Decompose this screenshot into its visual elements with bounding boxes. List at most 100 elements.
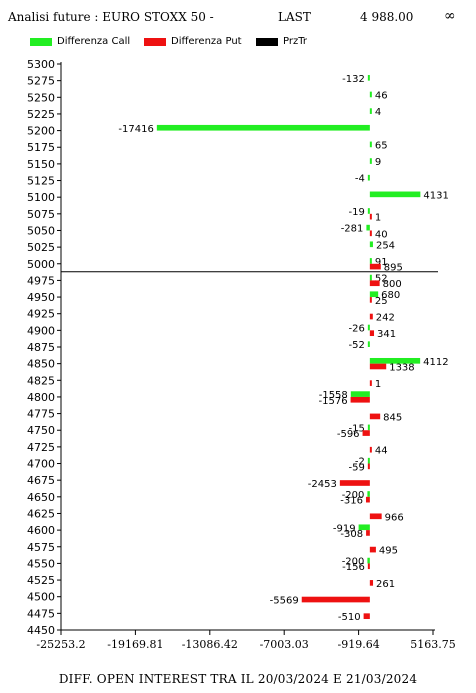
call-bar bbox=[369, 191, 421, 198]
last-price: 4 988.00 bbox=[360, 10, 414, 24]
y-tick-label: 4750 bbox=[27, 424, 55, 437]
y-tick-label: 4725 bbox=[27, 441, 55, 454]
x-tick-label: 5163.75 bbox=[410, 638, 456, 651]
call-value-label: -4 bbox=[355, 174, 365, 185]
y-tick-label: 4450 bbox=[27, 624, 55, 637]
chart-header-title: Analisi future : EURO STOXX 50 - bbox=[8, 10, 214, 24]
call-value-label: -52 bbox=[349, 340, 365, 351]
put-bar bbox=[369, 380, 372, 386]
chart-footer-caption: DIFF. OPEN INTEREST TRA IL 20/03/2024 E … bbox=[58, 672, 418, 686]
put-bar bbox=[369, 546, 376, 553]
put-bar bbox=[369, 580, 374, 586]
put-bar bbox=[369, 413, 381, 420]
put-value-label: 44 bbox=[375, 446, 388, 457]
put-value-label: -156 bbox=[342, 562, 365, 573]
put-bar bbox=[369, 363, 387, 370]
x-tick-label: -19169.81 bbox=[107, 638, 163, 651]
put-value-label: 25 bbox=[375, 296, 388, 307]
call-bar bbox=[156, 124, 370, 131]
y-tick-label: 4475 bbox=[27, 607, 55, 620]
put-value-label: 800 bbox=[383, 279, 402, 290]
call-bar bbox=[369, 91, 372, 98]
y-tick-label: 4650 bbox=[27, 491, 55, 504]
put-bar bbox=[369, 313, 373, 320]
put-bar bbox=[369, 230, 372, 237]
put-value-label: -316 bbox=[340, 496, 363, 507]
y-tick-label: 4550 bbox=[27, 557, 55, 570]
open-interest-chart: 5300527552505225520051755150512551005075… bbox=[27, 58, 456, 651]
y-tick-label: 4975 bbox=[27, 274, 55, 287]
infinity-symbol: ∞ bbox=[444, 8, 456, 24]
put-bar bbox=[367, 563, 370, 570]
put-bar bbox=[339, 480, 370, 486]
y-tick-label: 4500 bbox=[27, 591, 55, 604]
y-tick-label: 5275 bbox=[27, 75, 55, 88]
call-value-label: 91 bbox=[375, 257, 388, 268]
y-tick-label: 5050 bbox=[27, 224, 55, 237]
call-value-label: 65 bbox=[375, 140, 388, 151]
y-tick-label: 4900 bbox=[27, 324, 55, 337]
put-value-label: -1576 bbox=[319, 396, 348, 407]
put-value-label: 845 bbox=[383, 412, 402, 423]
legend-put: Differenza Put bbox=[144, 36, 242, 47]
put-value-label: 40 bbox=[375, 229, 388, 240]
y-tick-label: 5150 bbox=[27, 158, 55, 171]
put-value-label: -308 bbox=[340, 529, 363, 540]
put-bar bbox=[366, 530, 370, 536]
y-tick-label: 5225 bbox=[27, 108, 55, 121]
call-bar bbox=[369, 291, 379, 298]
put-value-label: -59 bbox=[349, 462, 365, 473]
put-bar bbox=[369, 330, 375, 337]
legend-prztr-swatch bbox=[256, 37, 278, 46]
call-bar bbox=[369, 357, 421, 364]
put-value-label: 1 bbox=[375, 213, 381, 224]
put-value-label: -2453 bbox=[308, 479, 337, 490]
call-bar bbox=[369, 108, 372, 114]
call-value-label: -132 bbox=[342, 74, 365, 85]
legend-prztr-label: PrzTr bbox=[283, 36, 307, 47]
legend-put-swatch bbox=[144, 37, 166, 46]
y-tick-label: 4850 bbox=[27, 358, 55, 371]
call-bar bbox=[367, 74, 370, 81]
call-value-label: -281 bbox=[341, 224, 364, 235]
call-value-label: 680 bbox=[381, 290, 400, 301]
put-value-label: 242 bbox=[376, 313, 395, 324]
y-tick-label: 4600 bbox=[27, 524, 55, 537]
legend-prztr: PrzTr bbox=[256, 36, 307, 47]
put-bar bbox=[369, 446, 372, 453]
y-tick-label: 5125 bbox=[27, 175, 55, 188]
put-value-label: 495 bbox=[379, 546, 398, 557]
put-bar bbox=[369, 213, 372, 220]
call-value-label: 4 bbox=[375, 107, 381, 118]
y-tick-label: 4625 bbox=[27, 507, 55, 520]
call-value-label: 254 bbox=[376, 240, 395, 251]
call-bar bbox=[367, 424, 370, 431]
y-tick-label: 5200 bbox=[27, 125, 55, 138]
x-tick-label: -919.64 bbox=[337, 638, 379, 651]
call-value-label: -19 bbox=[349, 207, 365, 218]
call-value-label: 52 bbox=[375, 274, 388, 285]
call-value-label: 4112 bbox=[423, 357, 448, 368]
put-bar bbox=[369, 280, 380, 287]
call-value-label: 46 bbox=[375, 90, 388, 101]
put-bar bbox=[362, 430, 370, 436]
call-value-label: -26 bbox=[349, 324, 365, 335]
call-bar bbox=[358, 524, 370, 531]
call-bar bbox=[366, 224, 370, 231]
put-value-label: 261 bbox=[376, 579, 395, 590]
call-bar bbox=[367, 174, 370, 181]
call-value-label: 9 bbox=[375, 157, 381, 168]
call-bar bbox=[367, 491, 370, 497]
call-bar bbox=[369, 258, 372, 264]
last-label: LAST bbox=[278, 10, 311, 24]
call-value-label: -2 bbox=[355, 457, 365, 468]
call-bar bbox=[369, 274, 372, 281]
put-bar bbox=[369, 297, 372, 303]
call-value-label: -919 bbox=[333, 523, 356, 534]
put-value-label: 1338 bbox=[389, 362, 414, 373]
y-tick-label: 4575 bbox=[27, 541, 55, 554]
put-bar bbox=[365, 496, 370, 503]
call-bar bbox=[367, 208, 370, 214]
call-value-label: -17416 bbox=[118, 124, 153, 135]
put-bar bbox=[301, 596, 370, 603]
